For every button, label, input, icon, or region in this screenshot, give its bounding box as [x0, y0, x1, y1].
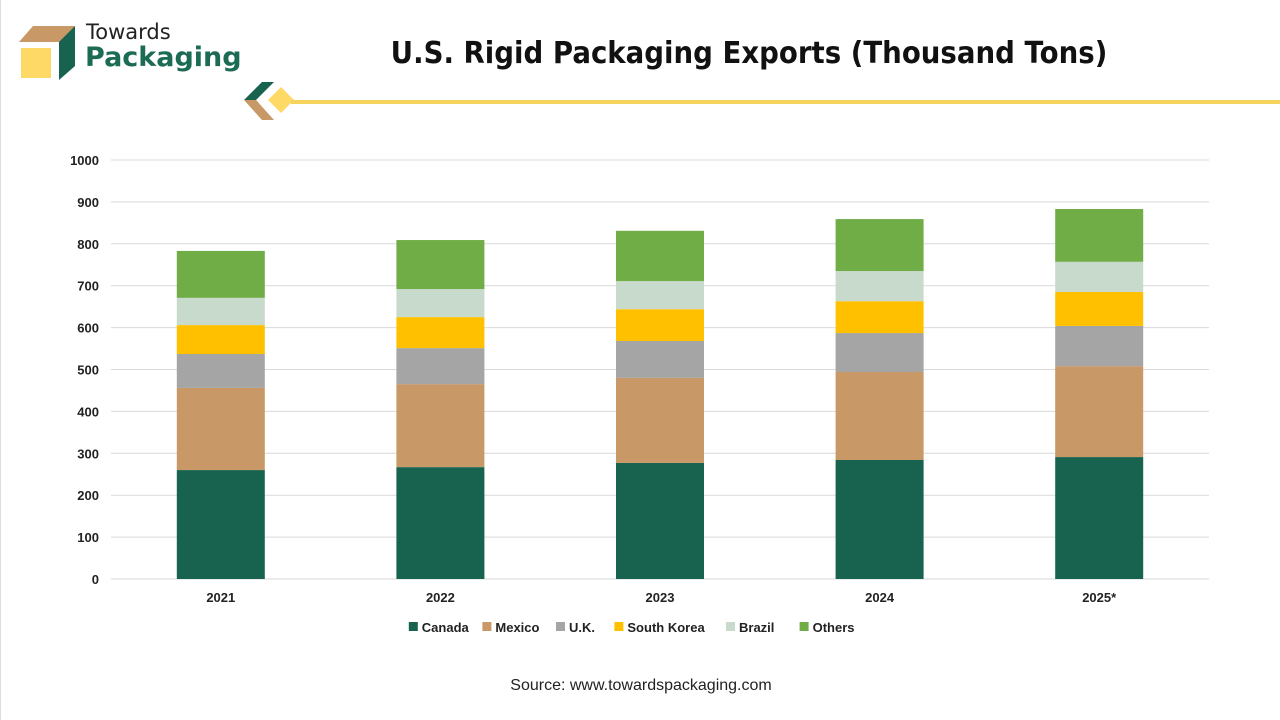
- bar-segment-canada: [616, 462, 704, 579]
- bar-segment-brazil: [176, 297, 265, 326]
- bar-segment-u-k-: [176, 353, 265, 388]
- y-tick-label: 400: [77, 404, 99, 419]
- y-tick-label: 1000: [70, 153, 99, 168]
- stacked-bar-chart: 0 100 200 300 400 500 600 700 800 900 1000 2021 2022…: [70, 153, 1209, 635]
- logo-icon: [19, 26, 75, 80]
- x-tick-label: 2024: [865, 590, 895, 605]
- chart-title: U.S. Rigid Packaging Exports (Thousand T…: [390, 36, 1108, 71]
- legend-label: Canada: [422, 620, 470, 635]
- bar-segment-south-korea: [396, 317, 485, 349]
- bar-segment-canada: [396, 467, 485, 579]
- bar-segment-south-korea: [176, 325, 265, 354]
- legend-label: Brazil: [739, 620, 774, 635]
- x-tick-label: 2023: [646, 590, 675, 605]
- bar-segment-mexico: [616, 377, 704, 463]
- brand-line1: Towards: [86, 20, 171, 44]
- legend-swatch: [726, 622, 735, 631]
- bar-segment-canada: [835, 460, 924, 579]
- bar-segment-u-k-: [396, 348, 485, 385]
- bar-segment-others: [1055, 209, 1144, 262]
- bar-segment-mexico: [1055, 366, 1144, 458]
- bar-segment-brazil: [1055, 261, 1144, 292]
- legend-label: Others: [813, 620, 855, 635]
- bar-segment-mexico: [176, 387, 265, 471]
- bar-segment-u-k-: [1055, 325, 1144, 367]
- y-tick-label: 900: [77, 195, 99, 210]
- legend-swatch: [614, 622, 624, 631]
- y-tick-label: 700: [77, 279, 99, 294]
- x-tick-label: 2021: [206, 590, 235, 605]
- x-tick-label: 2022: [426, 590, 455, 605]
- source-note: Source: www.towardspackaging.com: [510, 677, 772, 694]
- bar-segment-canada: [1055, 457, 1144, 579]
- legend-swatch: [556, 622, 565, 631]
- bar-segment-brazil: [616, 281, 704, 310]
- legend-swatch: [408, 622, 418, 631]
- bar-segment-mexico: [396, 384, 485, 468]
- bar-segment-south-korea: [1055, 291, 1144, 326]
- bar-segment-u-k-: [835, 333, 924, 373]
- bar-segment-brazil: [835, 271, 924, 302]
- bar-segment-canada: [176, 470, 265, 579]
- bar-segment-south-korea: [835, 301, 924, 334]
- y-tick-label: 500: [77, 363, 99, 378]
- bar-segment-brazil: [396, 289, 485, 318]
- legend-swatch: [799, 622, 809, 631]
- divider-line: [291, 100, 1280, 104]
- legend-label: U.K.: [569, 620, 595, 635]
- legend-label: South Korea: [627, 620, 705, 635]
- legend-swatch: [482, 622, 492, 631]
- bar-segment-others: [176, 250, 265, 298]
- bar-segment-others: [835, 219, 924, 272]
- y-tick-label: 800: [77, 237, 99, 252]
- y-tick-label: 200: [77, 488, 99, 503]
- divider-ornament-icon: [244, 82, 294, 120]
- legend-label: Mexico: [495, 620, 539, 635]
- bar-segment-mexico: [835, 372, 924, 461]
- bar-segment-u-k-: [616, 341, 704, 378]
- y-tick-label: 300: [77, 446, 99, 461]
- y-tick-label: 0: [92, 572, 99, 587]
- bar-segment-others: [616, 230, 704, 282]
- x-tick-label: 2025*: [1082, 590, 1117, 605]
- y-tick-label: 600: [77, 321, 99, 336]
- y-tick-label: 100: [77, 530, 99, 545]
- brand-line2: Packaging: [85, 42, 242, 73]
- bar-segment-others: [396, 240, 485, 290]
- bar-segment-south-korea: [616, 309, 704, 342]
